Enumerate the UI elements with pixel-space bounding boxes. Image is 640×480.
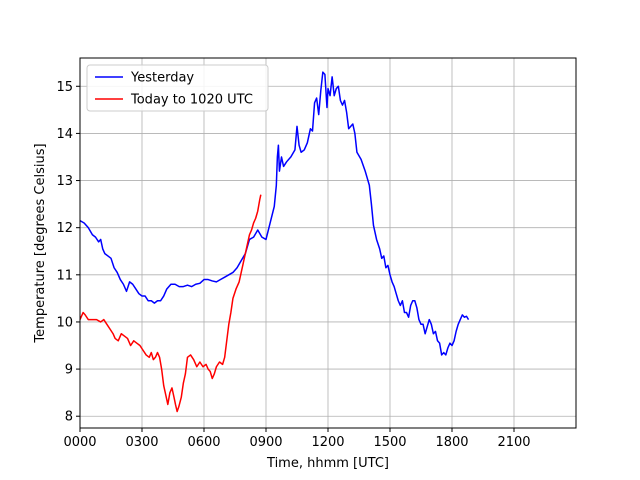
x-tick-label: 0300 bbox=[125, 435, 158, 450]
x-tick-label: 0600 bbox=[187, 435, 220, 450]
legend-label: Today to 1020 UTC bbox=[130, 93, 253, 108]
legend-box bbox=[86, 64, 269, 112]
series-line-yesterday bbox=[79, 71, 470, 356]
y-tick-label: 15 bbox=[56, 80, 73, 95]
y-axis-label: Temperature [degrees Celsius] bbox=[33, 143, 48, 343]
series-line-today bbox=[79, 194, 262, 413]
x-tick-label: 1800 bbox=[435, 435, 468, 450]
x-axis-label: Time, hhmm [UTC] bbox=[266, 456, 389, 471]
y-tick-label: 9 bbox=[65, 363, 73, 378]
series-layer bbox=[79, 71, 470, 413]
x-tick-label: 1200 bbox=[311, 435, 344, 450]
y-tick-label: 10 bbox=[56, 315, 73, 330]
y-tick-label: 14 bbox=[56, 127, 73, 142]
y-tick-label: 11 bbox=[56, 268, 73, 283]
grid-layer bbox=[79, 58, 576, 428]
x-tick-label: 0900 bbox=[249, 435, 282, 450]
tick-layer: 0000 0300 0600 0900 1200 1500 1800 2100 8 9 10 11 12… bbox=[56, 80, 530, 450]
y-tick-label: 8 bbox=[65, 410, 73, 425]
y-tick-label: 12 bbox=[56, 221, 73, 236]
x-tick-label: 0000 bbox=[63, 435, 96, 450]
legend: Yesterday Today to 1020 UTC bbox=[86, 64, 269, 112]
y-tick-label: 13 bbox=[56, 174, 73, 189]
x-tick-label: 1500 bbox=[373, 435, 406, 450]
legend-label: Yesterday bbox=[130, 71, 194, 86]
x-tick-label: 2100 bbox=[497, 435, 530, 450]
